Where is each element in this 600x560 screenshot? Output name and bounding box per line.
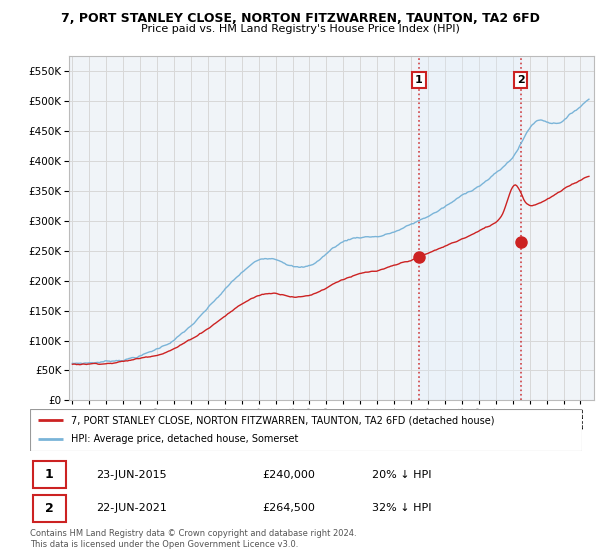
Text: Contains HM Land Registry data © Crown copyright and database right 2024.
This d: Contains HM Land Registry data © Crown c… [30, 529, 356, 549]
Bar [419, 56, 521, 400]
Text: 2: 2 [45, 502, 53, 515]
Text: HPI: Average price, detached house, Somerset: HPI: Average price, detached house, Some… [71, 435, 299, 445]
Text: 2: 2 [517, 75, 524, 85]
Text: 1: 1 [45, 468, 53, 481]
Text: £240,000: £240,000 [262, 470, 315, 479]
Text: 7, PORT STANLEY CLOSE, NORTON FITZWARREN, TAUNTON, TA2 6FD: 7, PORT STANLEY CLOSE, NORTON FITZWARREN… [61, 12, 539, 25]
Bar [33, 495, 66, 522]
Text: 23-JUN-2015: 23-JUN-2015 [96, 470, 167, 479]
Text: 32% ↓ HPI: 32% ↓ HPI [372, 503, 432, 513]
Bar [33, 461, 66, 488]
Text: Price paid vs. HM Land Registry's House Price Index (HPI): Price paid vs. HM Land Registry's House … [140, 24, 460, 34]
Text: 7, PORT STANLEY CLOSE, NORTON FITZWARREN, TAUNTON, TA2 6FD (detached house): 7, PORT STANLEY CLOSE, NORTON FITZWARREN… [71, 415, 495, 425]
Text: 22-JUN-2021: 22-JUN-2021 [96, 503, 167, 513]
Text: 1: 1 [415, 75, 423, 85]
Text: 20% ↓ HPI: 20% ↓ HPI [372, 470, 432, 479]
Text: £264,500: £264,500 [262, 503, 315, 513]
